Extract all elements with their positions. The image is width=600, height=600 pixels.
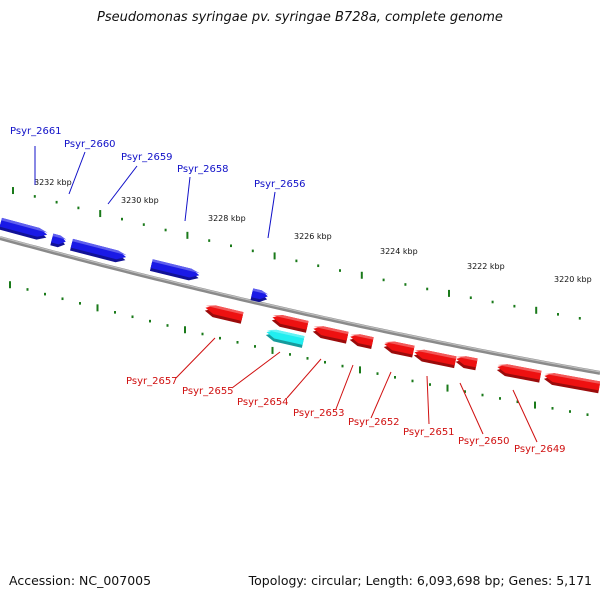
gene-arrow-psyr-2650[interactable] xyxy=(455,354,478,371)
scale-label: 3230 kbp xyxy=(121,196,159,205)
callout-line xyxy=(426,375,430,425)
gene-label-psyr-2649[interactable]: Psyr_2649 xyxy=(514,444,566,455)
genome-backbone xyxy=(0,236,600,375)
gene-arrow-psyr-2657[interactable] xyxy=(204,303,244,324)
gene-label-psyr-2654[interactable]: Psyr_2654 xyxy=(237,397,289,408)
gene-arrow-psyr-2660[interactable] xyxy=(50,233,67,249)
gene-arrow-shine xyxy=(350,334,374,340)
gene-arrow-body xyxy=(414,349,457,366)
gene-arrow-shine xyxy=(384,341,415,349)
backbone-highlight xyxy=(0,236,600,373)
inner-scale-ticks xyxy=(9,281,589,416)
gene-arrow-psyr-2649[interactable] xyxy=(496,363,542,383)
gene-arrow-shine xyxy=(414,349,457,359)
gene-arrow-shine xyxy=(72,238,127,256)
gene-arrow-psyr-2658[interactable] xyxy=(149,259,200,282)
genome-summary-text: Topology: circular; Length: 6,093,698 bp… xyxy=(248,573,592,588)
backbone-line xyxy=(0,236,600,375)
gene-arrow-shine xyxy=(497,364,542,374)
scale-label: 3220 kbp xyxy=(554,275,592,284)
gene-label-psyr-2655[interactable]: Psyr_2655 xyxy=(182,386,234,397)
gene-label-psyr-2651[interactable]: Psyr_2651 xyxy=(403,427,455,438)
gene-arrow-body xyxy=(497,364,542,380)
gene-label-psyr-2658[interactable]: Psyr_2658 xyxy=(177,164,229,175)
gene-arrow-shine xyxy=(266,329,305,339)
callout-line xyxy=(370,371,392,419)
gene-arrow-shine xyxy=(456,356,478,361)
gene-arrow-psyr-2652[interactable] xyxy=(349,332,374,349)
gene-arrow-shine xyxy=(52,233,67,240)
gene-arrow-psyr-2654[interactable] xyxy=(265,328,305,348)
gene-arrow-body xyxy=(313,326,349,341)
callout-line xyxy=(286,358,322,399)
gene-arrow-shine xyxy=(252,288,269,295)
gene-arrow-psyr-2655[interactable] xyxy=(271,313,309,333)
callout-line xyxy=(459,382,484,435)
gene-arrow-shine xyxy=(1,217,48,233)
gene-arrow-shine xyxy=(205,305,244,315)
callout-line xyxy=(175,337,216,379)
gene-arrow-psyr-2656[interactable] xyxy=(250,288,269,303)
callout-line xyxy=(267,191,276,239)
scale-label: 3226 kbp xyxy=(294,232,332,241)
map-title: Pseudomonas syringae pv. syringae B728a,… xyxy=(97,10,503,25)
gene-label-psyr-2652[interactable]: Psyr_2652 xyxy=(348,417,400,428)
gene-label-psyr-2661[interactable]: Psyr_2661 xyxy=(10,126,62,137)
callout-line xyxy=(107,165,138,205)
callout-line xyxy=(231,351,281,389)
gene-label-psyr-2660[interactable]: Psyr_2660 xyxy=(64,139,116,150)
scale-labels: 3232 kbp 3230 kbp 3228 kbp 3226 kbp 3224 kbp… xyxy=(34,178,592,284)
forward-strand-genes xyxy=(0,217,269,303)
outer-scale-ticks xyxy=(12,187,581,320)
gene-label-psyr-2653[interactable]: Psyr_2653 xyxy=(293,408,345,419)
reverse-strand-genes xyxy=(204,303,600,394)
gene-arrow-shine xyxy=(272,315,309,324)
gene-label-psyr-2650[interactable]: Psyr_2650 xyxy=(458,436,510,447)
gene-label-psyr-2659[interactable]: Psyr_2659 xyxy=(121,152,173,163)
callout-line xyxy=(68,151,86,195)
gene-arrow-psyr-2659[interactable] xyxy=(70,238,127,265)
gene-arrow-psyr-2648[interactable] xyxy=(543,371,600,394)
gene-arrow-shine xyxy=(313,326,349,335)
gene-arrow-shine xyxy=(152,259,200,274)
callout-line xyxy=(184,176,191,222)
callout-line xyxy=(335,364,354,410)
gene-arrow-psyr-2651a[interactable] xyxy=(383,340,415,358)
gene-arrow-psyr-2651[interactable] xyxy=(413,348,457,369)
gene-arrow-shine xyxy=(544,373,600,384)
scale-label: 3224 kbp xyxy=(380,247,418,256)
gene-arrow-body xyxy=(272,315,309,330)
gene-arrow-psyr-2661[interactable] xyxy=(0,217,48,242)
scale-label: 3228 kbp xyxy=(208,214,246,223)
scale-label: 3222 kbp xyxy=(467,262,505,271)
gene-arrow-body xyxy=(205,305,244,321)
gene-arrow-body xyxy=(266,329,305,345)
gene-label-psyr-2657[interactable]: Psyr_2657 xyxy=(126,376,178,387)
scale-label: 3232 kbp xyxy=(34,178,72,187)
gene-arrow-psyr-2653[interactable] xyxy=(312,324,349,344)
gene-label-psyr-2656[interactable]: Psyr_2656 xyxy=(254,179,306,190)
callout-line xyxy=(512,389,538,443)
gene-arrow-body xyxy=(544,373,600,391)
accession-text: Accession: NC_007005 xyxy=(9,573,152,588)
